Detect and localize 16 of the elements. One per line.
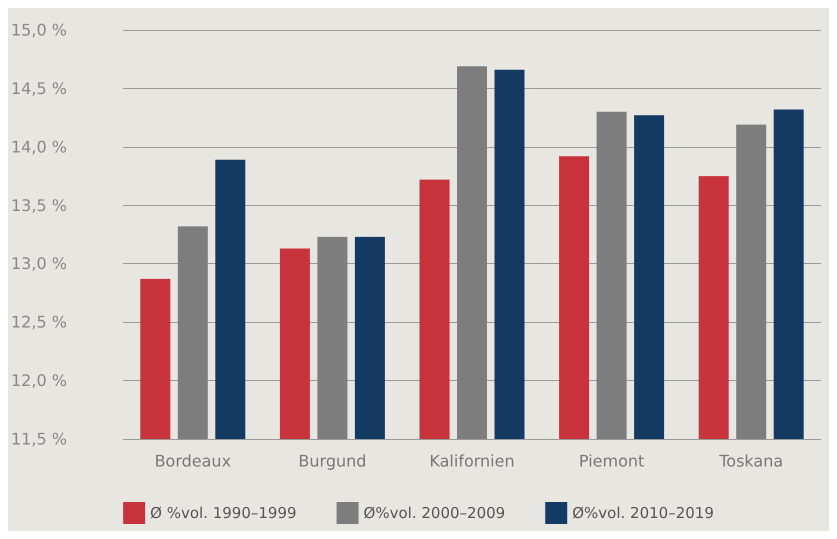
y-tick-label: 13,5 % (11, 196, 67, 215)
legend-label: Ø %vol. 1990–1999 (150, 504, 297, 522)
y-tick-label: 13,0 % (11, 254, 67, 274)
y-tick-label: 11,5 % (11, 430, 67, 448)
legend-label: Ø%vol. 2010–2019 (572, 504, 714, 522)
y-tick-label: 15,0 % (11, 20, 67, 40)
x-tick-label: Bordeaux (154, 452, 232, 470)
y-tick-label: 14,5 % (11, 78, 67, 98)
y-tick-label: 12,0 % (11, 371, 67, 390)
legend-label: Ø%vol. 2000–2009 (364, 504, 506, 522)
x-tick-label: Kalifornien (429, 452, 515, 470)
y-tick-label: 14,0 % (11, 137, 67, 156)
x-tick-label: Piemont (578, 452, 644, 470)
y-tick-label: 12,5 % (11, 312, 67, 332)
x-tick-label: Burgund (298, 452, 366, 470)
x-tick-label: Toskana (718, 452, 784, 470)
